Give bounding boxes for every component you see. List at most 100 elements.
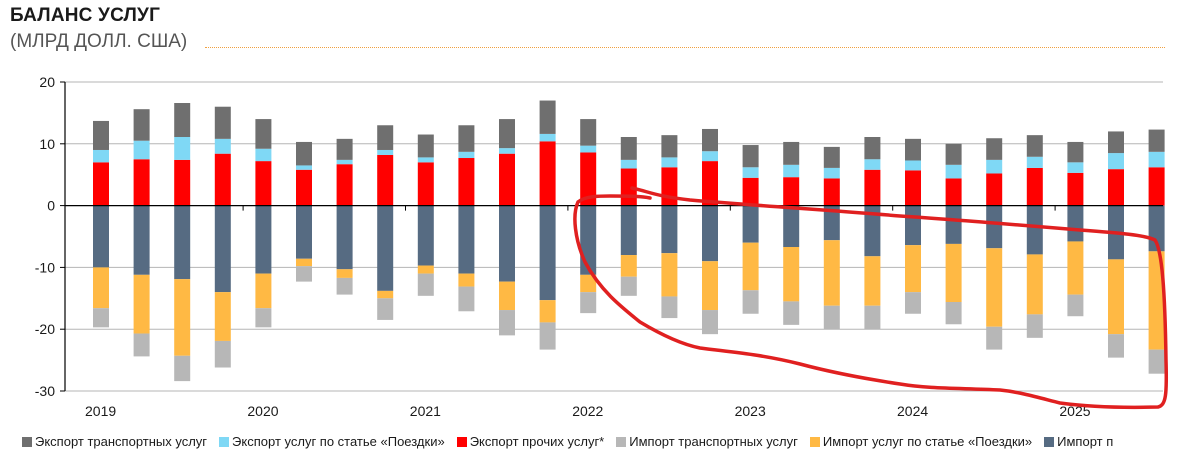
bar-segment-export-transport xyxy=(214,106,231,139)
legend-label: Экспорт услуг по статье «Поездки» xyxy=(232,434,445,449)
bar-segment-export-other xyxy=(336,164,353,206)
bar-segment-export-travel xyxy=(417,157,434,163)
bar-segment-export-transport xyxy=(986,138,1003,160)
legend-item-export-other: Экспорт прочих услуг* xyxy=(456,434,604,449)
bar-segment-import-transport xyxy=(864,305,881,330)
bar-segment-import-travel xyxy=(296,258,312,267)
bar-segment-export-other xyxy=(214,153,231,206)
bar-segment-export-other xyxy=(417,162,434,206)
bar-segment-export-transport xyxy=(702,128,718,152)
y-tick-labels: 20 10 0 -10 -20 -30 xyxy=(35,74,55,399)
bar-segment-export-other xyxy=(458,158,475,206)
bar-segment-export-transport xyxy=(1148,129,1165,152)
bar-segment-export-transport xyxy=(336,138,353,160)
bar-segment-import-travel xyxy=(93,267,109,309)
bar-segment-export-other xyxy=(661,167,678,206)
bar-segment-export-transport xyxy=(1026,135,1043,157)
bar-segment-import-other xyxy=(336,205,353,270)
bar-segment-export-travel xyxy=(214,138,231,154)
x-tick-label: 2020 xyxy=(247,403,278,419)
chart-title: БАЛАНС УСЛУГ xyxy=(10,5,161,26)
x-tick-label: 2024 xyxy=(897,403,928,419)
bar-segment-import-other xyxy=(255,205,272,274)
legend-swatch xyxy=(616,436,627,447)
bar-segment-import-other xyxy=(823,205,840,241)
bar-segment-import-travel xyxy=(864,256,881,306)
bar-segment-export-other xyxy=(945,178,962,206)
bar-segment-import-transport xyxy=(620,276,637,296)
title-divider xyxy=(205,47,1165,48)
bar-segment-export-travel xyxy=(702,151,718,162)
bar-segment-export-travel xyxy=(93,149,109,163)
bar-segment-export-other xyxy=(93,162,109,206)
bar-segment-import-transport xyxy=(986,326,1003,350)
bar-segment-import-other xyxy=(93,205,109,268)
y-tick-label: -10 xyxy=(35,259,55,275)
legend-item-export-travel: Экспорт услуг по статье «Поездки» xyxy=(219,434,445,449)
chart-legend: Экспорт транспортных услуг Экспорт услуг … xyxy=(22,434,1125,449)
legend-item-import-other: Импорт п xyxy=(1044,434,1113,449)
bar-segment-import-other xyxy=(133,205,150,275)
bar-segment-import-travel xyxy=(214,292,231,341)
bar-segment-export-other xyxy=(133,159,150,206)
bar-segment-import-other xyxy=(539,205,556,301)
bar-segment-import-transport xyxy=(133,333,150,357)
legend-swatch xyxy=(456,436,467,447)
bar-segment-import-travel xyxy=(539,300,556,323)
x-tick-label: 2022 xyxy=(572,403,603,419)
bar-segment-export-transport xyxy=(661,135,678,158)
bar-segment-import-transport xyxy=(214,340,231,368)
legend-label: Импорт п xyxy=(1057,434,1114,449)
bar-segment-export-transport xyxy=(93,120,109,150)
bar-segment-export-other xyxy=(539,141,556,206)
bar-segment-import-other xyxy=(661,205,678,254)
bar-segment-import-travel xyxy=(499,281,515,311)
bar-segment-export-other xyxy=(296,169,312,206)
bar-segment-export-travel xyxy=(905,160,921,171)
bar-segment-export-travel xyxy=(742,167,759,178)
bar-segment-import-other xyxy=(458,205,475,274)
bar-segment-export-travel xyxy=(377,149,394,155)
bar-segment-export-travel xyxy=(580,145,597,153)
legend-swatch xyxy=(219,436,230,447)
bar-segment-export-other xyxy=(1148,167,1165,206)
bar-segment-export-travel xyxy=(1026,156,1043,168)
bar-segment-export-travel xyxy=(133,140,150,160)
bar-segment-import-other xyxy=(377,205,394,291)
bar-segment-export-transport xyxy=(296,141,312,166)
bar-segment-import-other xyxy=(702,205,718,262)
bar-segment-export-other xyxy=(1067,172,1084,206)
gridlines xyxy=(65,81,1163,392)
legend-item-export-transport: Экспорт транспортных услуг xyxy=(22,434,207,449)
legend-swatch xyxy=(809,436,820,447)
legend-item-import-transport: Импорт транспортных услуг xyxy=(616,434,798,449)
bar-segment-export-travel xyxy=(336,159,353,165)
bar-segment-import-transport xyxy=(296,266,312,282)
bar-segment-import-transport xyxy=(174,355,191,382)
bar-segment-export-travel xyxy=(661,157,678,168)
bar-segment-export-travel xyxy=(864,159,881,170)
bar-segment-import-travel xyxy=(742,242,759,291)
bar-segment-import-travel xyxy=(620,255,637,277)
bar-segment-import-other xyxy=(742,205,759,243)
bar-segment-export-other xyxy=(174,159,191,206)
bar-segment-import-other xyxy=(905,205,921,246)
bar-segment-import-travel xyxy=(702,261,718,311)
bar-segment-import-travel xyxy=(377,290,394,299)
bar-segment-export-transport xyxy=(864,137,881,160)
bar-segment-import-other xyxy=(945,205,962,244)
bar-segment-export-transport xyxy=(742,145,759,168)
bar-segment-export-transport xyxy=(417,134,434,158)
bar-segment-import-transport xyxy=(458,286,475,312)
bar-segment-export-travel xyxy=(458,151,475,159)
bar-segment-export-transport xyxy=(174,103,191,138)
bar-segment-import-other xyxy=(417,205,434,266)
bar-segment-export-travel xyxy=(1108,153,1124,170)
chart-subtitle: (МЛРД ДОЛЛ. США) xyxy=(10,31,188,52)
legend-label: Импорт услуг по статье «Поездки» xyxy=(822,434,1033,449)
bar-segment-export-travel xyxy=(296,165,312,170)
y-tick-label: -30 xyxy=(35,383,55,399)
bar-segment-import-travel xyxy=(945,243,962,303)
bar-segment-import-transport xyxy=(255,308,272,328)
bar-segment-import-other xyxy=(174,205,191,280)
